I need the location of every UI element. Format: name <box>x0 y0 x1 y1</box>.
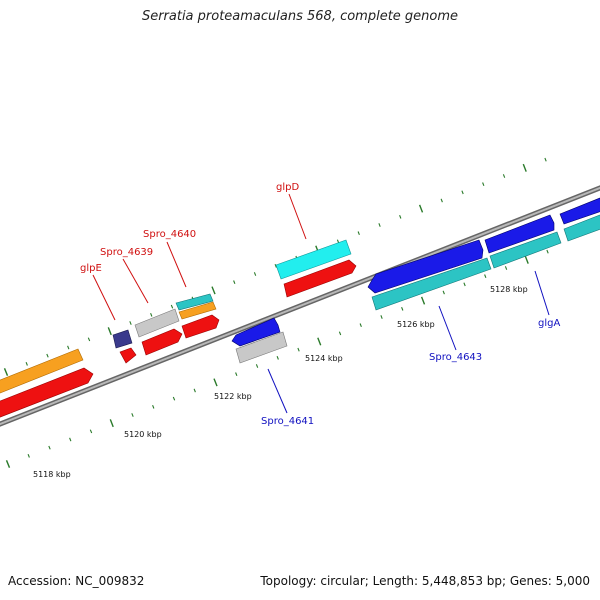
accession-text: Accession: NC_009832 <box>8 574 145 588</box>
gene-block-right-teal[interactable] <box>563 213 600 242</box>
gene-block-spro4639[interactable] <box>134 308 180 338</box>
gene-block-spro4643-blue[interactable] <box>367 239 484 294</box>
scale-label-5126: 5126 kbp <box>397 320 435 329</box>
tick-mark-inner <box>276 355 279 360</box>
tick-mark-inner <box>131 413 134 417</box>
gene-label-spro4641[interactable]: Spro_4641 <box>261 416 314 427</box>
tick-mark-inner <box>546 249 549 254</box>
gene-block-glgA-blue[interactable] <box>484 214 555 254</box>
tick-mark-outer <box>544 157 547 162</box>
tick-mark-outer <box>3 368 9 376</box>
gene-label-glpD[interactable]: glpD <box>276 182 299 193</box>
gene-block-spro4639-red[interactable] <box>141 328 183 356</box>
tick-mark-outer <box>25 361 28 366</box>
tick-mark-inner <box>463 282 466 287</box>
gene-block-spro4641-grey[interactable] <box>235 331 288 364</box>
tick-mark-inner <box>193 388 196 393</box>
gene-label-glpE[interactable]: glpE <box>80 263 102 274</box>
tick-mark-outer <box>399 214 402 219</box>
topology-text: Topology: circular; Length: 5,448,853 bp… <box>260 574 590 588</box>
tick-mark-inner <box>420 296 426 305</box>
tick-mark-outer <box>482 182 485 187</box>
map-title: Serratia proteamaculans 568, complete ge… <box>141 9 459 24</box>
gene-block-spro4640-red[interactable] <box>181 314 220 339</box>
tick-mark-outer <box>522 163 527 172</box>
gene-label-spro4639[interactable]: Spro_4639 <box>100 247 153 258</box>
tick-mark-inner <box>213 378 218 387</box>
tick-mark-outer <box>46 353 49 358</box>
tick-mark-inner <box>172 396 176 401</box>
tick-mark-outer <box>357 231 360 236</box>
gene-label-spro4640[interactable]: Spro_4640 <box>143 229 196 240</box>
gene-block-glpD-red[interactable] <box>283 259 357 298</box>
gene-block-glpE[interactable] <box>112 329 133 349</box>
tick-mark-inner <box>255 364 259 368</box>
genome-backbone-highlight <box>0 186 600 426</box>
tick-mark-outer <box>253 272 257 276</box>
gene-block-spro4643-teal[interactable] <box>371 257 492 311</box>
scale-label-5120: 5120 kbp <box>124 430 162 439</box>
leader-spro4640 <box>166 241 187 288</box>
leader-glgA <box>534 270 550 316</box>
tick-mark-inner <box>380 315 383 319</box>
tick-mark-inner <box>152 404 155 409</box>
gene-label-spro4643[interactable]: Spro_4643 <box>429 352 482 363</box>
tick-mark-inner <box>442 290 445 295</box>
leader-spro4641 <box>267 368 288 414</box>
scale-label-5118: 5118 kbp <box>33 470 71 479</box>
inner-tick-marks <box>5 249 549 468</box>
tick-mark-inner <box>27 453 30 458</box>
tick-mark-outer <box>378 223 381 227</box>
gene-block-glpD-cyan[interactable] <box>275 239 352 280</box>
gene-block-orange-left[interactable] <box>0 348 84 397</box>
tick-mark-outer <box>150 312 153 317</box>
tick-mark-inner <box>69 437 72 442</box>
tick-mark-outer <box>107 327 112 336</box>
gene-label-glgA[interactable]: glgA <box>538 318 560 329</box>
gene-block-glpE-red[interactable] <box>119 347 137 364</box>
tick-mark-outer <box>233 280 236 285</box>
leader-glpD <box>288 193 307 240</box>
tick-mark-inner <box>338 331 342 336</box>
gene-block-spro4641-blue[interactable] <box>231 317 281 347</box>
tick-mark-inner <box>48 445 51 450</box>
leader-spro4639 <box>122 258 149 304</box>
tick-mark-inner <box>484 274 487 279</box>
tick-mark-outer <box>440 198 443 203</box>
tick-mark-outer <box>211 286 216 295</box>
tick-mark-inner <box>89 429 93 434</box>
scale-label-5128: 5128 kbp <box>490 285 528 294</box>
tick-mark-inner <box>109 419 114 428</box>
gene-block-red-left[interactable] <box>0 367 94 421</box>
tick-mark-outer <box>67 345 70 350</box>
tick-mark-inner <box>297 347 300 352</box>
tick-mark-inner <box>359 323 362 328</box>
tick-mark-outer <box>87 337 91 342</box>
tick-mark-inner <box>235 372 238 377</box>
gene-block-spro4640-orange[interactable] <box>178 301 217 320</box>
tick-mark-outer <box>461 190 464 195</box>
tick-mark-inner <box>504 266 508 270</box>
tick-mark-outer <box>170 304 174 309</box>
gene-block-glgA-teal[interactable] <box>489 231 562 269</box>
leader-spro4643 <box>438 305 457 351</box>
tick-mark-inner <box>524 255 529 264</box>
leader-glpE <box>92 274 116 321</box>
tick-mark-inner <box>5 460 11 468</box>
tick-mark-inner <box>401 306 404 311</box>
scale-label-5122: 5122 kbp <box>214 392 252 401</box>
tick-mark-inner <box>317 337 322 346</box>
tick-mark-outer <box>129 321 132 325</box>
tick-mark-outer <box>418 204 424 213</box>
tick-mark-outer <box>502 174 506 178</box>
gene-block-right-blue[interactable] <box>559 197 600 225</box>
gene-block-spro4640-teal[interactable] <box>175 293 214 311</box>
tick-mark-outer <box>274 263 277 268</box>
scale-label-5124: 5124 kbp <box>305 354 343 363</box>
